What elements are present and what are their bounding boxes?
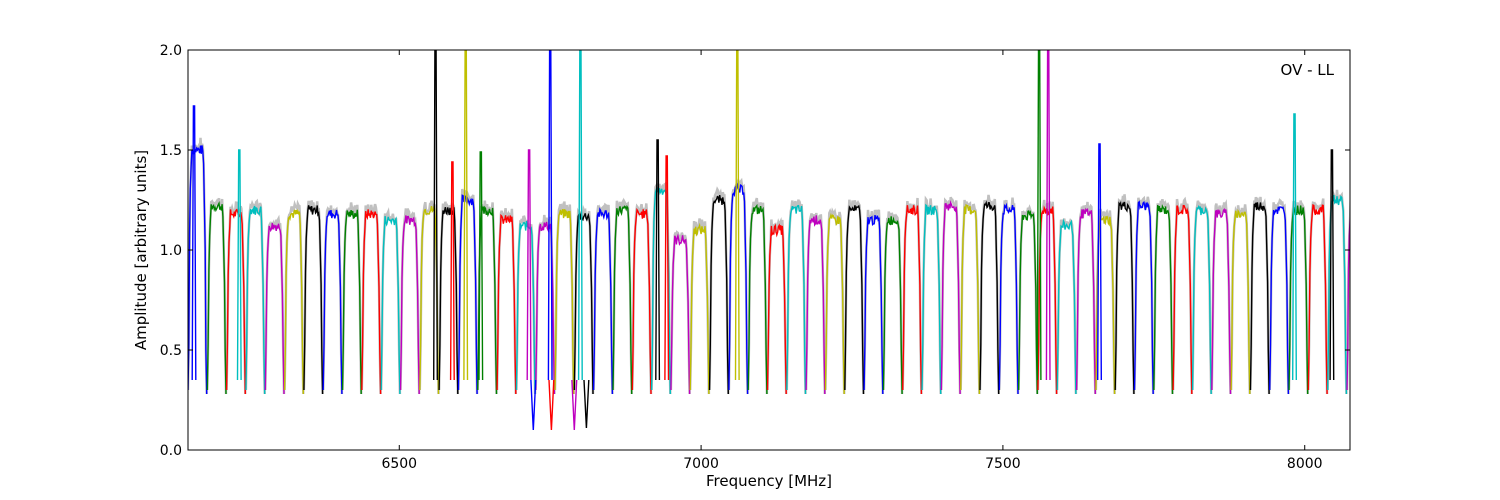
channel-series-line <box>380 216 401 395</box>
channel-series-line <box>419 205 440 395</box>
channel-series-line <box>902 205 923 395</box>
channel-series-line <box>805 215 826 395</box>
channel-series-line <box>264 223 285 395</box>
channel-series-line <box>1288 205 1309 395</box>
y-axis-label: Amplitude [arbitrary units] <box>132 150 150 350</box>
channel-series-line <box>882 216 903 395</box>
chart-annotation: OV - LL <box>1281 61 1335 79</box>
channel-series-line <box>708 194 729 395</box>
x-tick-label: 6500 <box>381 456 417 472</box>
series-layer <box>188 50 1350 431</box>
channel-series-line <box>206 201 227 395</box>
spike-mark <box>577 50 583 381</box>
y-tick-label: 0.0 <box>160 443 182 459</box>
dip-mark <box>548 379 555 431</box>
channel-series-line <box>341 209 362 395</box>
dip-mark <box>530 379 537 431</box>
channel-series-line <box>1230 208 1251 395</box>
spike-mark <box>433 50 438 381</box>
channel-series-line <box>361 209 382 395</box>
channel-series-line <box>303 205 324 395</box>
spike-mark <box>655 139 661 381</box>
channel-series-line <box>515 220 536 395</box>
channel-series-line <box>1153 204 1174 395</box>
spike-mark <box>1291 113 1298 381</box>
channel-series-line <box>670 233 691 395</box>
y-tick-label: 1.0 <box>160 243 182 259</box>
channel-series-line <box>824 212 845 395</box>
channel-series-line <box>979 200 1000 395</box>
spike-mark <box>1096 143 1103 381</box>
channel-series-line <box>747 203 768 395</box>
y-tick-label: 1.5 <box>160 143 182 159</box>
y-tick-label: 2.0 <box>160 43 182 59</box>
channel-series-line <box>1017 209 1038 395</box>
x-tick-label: 7000 <box>683 456 719 472</box>
channel-series-line <box>496 213 517 395</box>
x-axis-label: Frequency [MHz] <box>706 472 832 490</box>
channel-series-line <box>844 204 865 395</box>
channel-series-line <box>283 208 304 395</box>
channel-series-line <box>921 203 942 395</box>
channel-series-line <box>631 207 652 395</box>
channel-series-line <box>1307 204 1328 395</box>
channel-series-line <box>573 212 594 395</box>
spike-mark <box>463 50 469 381</box>
channel-series-line <box>477 205 498 395</box>
spike-mark <box>236 149 242 381</box>
channel-series-line <box>940 199 961 395</box>
channel-series-line <box>766 223 787 395</box>
channel-series-line <box>554 208 575 395</box>
channel-series-line <box>1191 204 1212 395</box>
dip-mark <box>571 379 578 431</box>
channel-series-line <box>438 207 459 395</box>
channel-series-line <box>1249 202 1270 395</box>
channel-series-line <box>1211 207 1232 395</box>
y-tick-label: 0.5 <box>160 343 182 359</box>
channel-series-line <box>245 205 266 395</box>
spike-mark <box>1329 149 1335 381</box>
dip-mark <box>583 379 590 429</box>
channel-series-line <box>960 203 981 395</box>
spike-mark <box>478 151 484 381</box>
channel-series-line <box>592 207 614 395</box>
channel-series-line <box>612 204 633 395</box>
spike-mark <box>734 50 740 381</box>
channel-series-line <box>188 145 208 395</box>
x-tick-label: 8000 <box>1287 456 1323 472</box>
channel-series-line <box>1269 206 1290 395</box>
spike-mark <box>547 50 553 381</box>
channel-series-line <box>1114 200 1135 395</box>
channel-series-line <box>1133 200 1154 395</box>
spike-mark <box>449 161 455 381</box>
tick-layer: 6500 7000 7500 8000 0.0 0.5 1.0 1.5 2.0 <box>160 43 1350 472</box>
spike-mark <box>664 155 670 381</box>
channel-series-line <box>863 214 884 395</box>
channel-series-line <box>1056 218 1077 395</box>
channel-series-line <box>1172 204 1193 395</box>
channel-series-line <box>1075 207 1096 395</box>
channel-series-line <box>689 222 710 395</box>
spike-mark <box>191 105 197 381</box>
spike-mark <box>1045 50 1051 381</box>
channel-series-line <box>399 215 420 395</box>
channel-series-line <box>322 209 343 395</box>
channel-series-line <box>786 204 807 395</box>
channel-series-line <box>998 202 1019 395</box>
spike-mark <box>1036 50 1042 381</box>
x-tick-label: 7500 <box>985 456 1021 472</box>
spike-mark <box>526 149 532 381</box>
channel-series-line <box>225 208 246 395</box>
channel-series-line <box>457 194 478 395</box>
